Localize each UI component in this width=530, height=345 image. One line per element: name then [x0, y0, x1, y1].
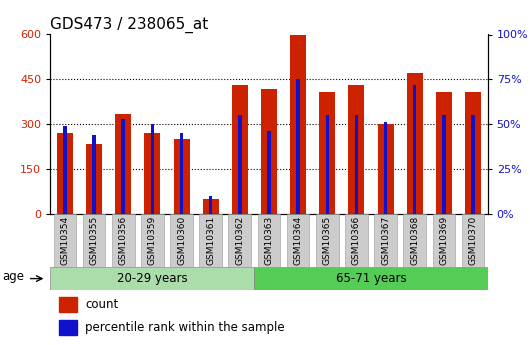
FancyBboxPatch shape: [258, 214, 280, 267]
FancyBboxPatch shape: [316, 214, 339, 267]
Text: GSM10366: GSM10366: [352, 216, 361, 265]
Bar: [63, 126, 67, 214]
Text: GSM10354: GSM10354: [60, 216, 69, 265]
Bar: [407, 73, 423, 214]
Text: GSM10363: GSM10363: [264, 216, 273, 265]
FancyBboxPatch shape: [199, 214, 222, 267]
Bar: [180, 133, 183, 214]
Bar: [86, 144, 102, 214]
Text: GSM10361: GSM10361: [206, 216, 215, 265]
Bar: [261, 89, 277, 214]
FancyBboxPatch shape: [83, 214, 105, 267]
Text: age: age: [3, 270, 24, 283]
Text: GSM10367: GSM10367: [381, 216, 390, 265]
Text: GSM10355: GSM10355: [90, 216, 99, 265]
Bar: [57, 133, 73, 214]
Bar: [290, 34, 306, 214]
FancyBboxPatch shape: [432, 214, 455, 267]
Bar: [92, 135, 96, 214]
FancyBboxPatch shape: [141, 214, 164, 267]
Bar: [59, 321, 76, 335]
FancyBboxPatch shape: [54, 214, 76, 267]
Bar: [50, 267, 254, 290]
Text: GSM10360: GSM10360: [177, 216, 186, 265]
Text: GSM10369: GSM10369: [439, 216, 448, 265]
Bar: [384, 122, 387, 214]
Bar: [254, 267, 488, 290]
Bar: [442, 115, 446, 214]
Text: GSM10362: GSM10362: [235, 216, 244, 265]
Text: GSM10365: GSM10365: [323, 216, 332, 265]
Bar: [436, 92, 452, 214]
Bar: [173, 139, 190, 214]
Bar: [59, 297, 76, 312]
FancyBboxPatch shape: [462, 214, 484, 267]
Text: percentile rank within the sample: percentile rank within the sample: [85, 322, 285, 334]
Text: GSM10364: GSM10364: [294, 216, 303, 265]
Text: GSM10368: GSM10368: [410, 216, 419, 265]
Text: GDS473 / 238065_at: GDS473 / 238065_at: [50, 17, 209, 33]
Bar: [319, 92, 335, 214]
Bar: [121, 119, 125, 214]
Text: count: count: [85, 298, 119, 311]
Bar: [325, 115, 329, 214]
Bar: [413, 85, 417, 214]
Text: 20-29 years: 20-29 years: [117, 272, 188, 285]
FancyBboxPatch shape: [228, 214, 251, 267]
Bar: [471, 115, 475, 214]
FancyBboxPatch shape: [403, 214, 426, 267]
Bar: [144, 133, 161, 214]
Bar: [202, 199, 219, 214]
Bar: [115, 114, 131, 214]
Bar: [377, 124, 394, 214]
Bar: [296, 79, 300, 214]
Bar: [151, 124, 154, 214]
Bar: [209, 196, 213, 214]
Bar: [348, 85, 365, 214]
Text: GSM10370: GSM10370: [469, 216, 478, 265]
Text: 65-71 years: 65-71 years: [335, 272, 407, 285]
FancyBboxPatch shape: [287, 214, 310, 267]
FancyBboxPatch shape: [170, 214, 193, 267]
Bar: [355, 115, 358, 214]
Bar: [232, 85, 248, 214]
Bar: [267, 131, 271, 214]
FancyBboxPatch shape: [345, 214, 368, 267]
Bar: [465, 92, 481, 214]
FancyBboxPatch shape: [112, 214, 135, 267]
Text: GSM10359: GSM10359: [148, 216, 157, 265]
FancyBboxPatch shape: [374, 214, 397, 267]
Bar: [238, 115, 242, 214]
Text: GSM10356: GSM10356: [119, 216, 128, 265]
